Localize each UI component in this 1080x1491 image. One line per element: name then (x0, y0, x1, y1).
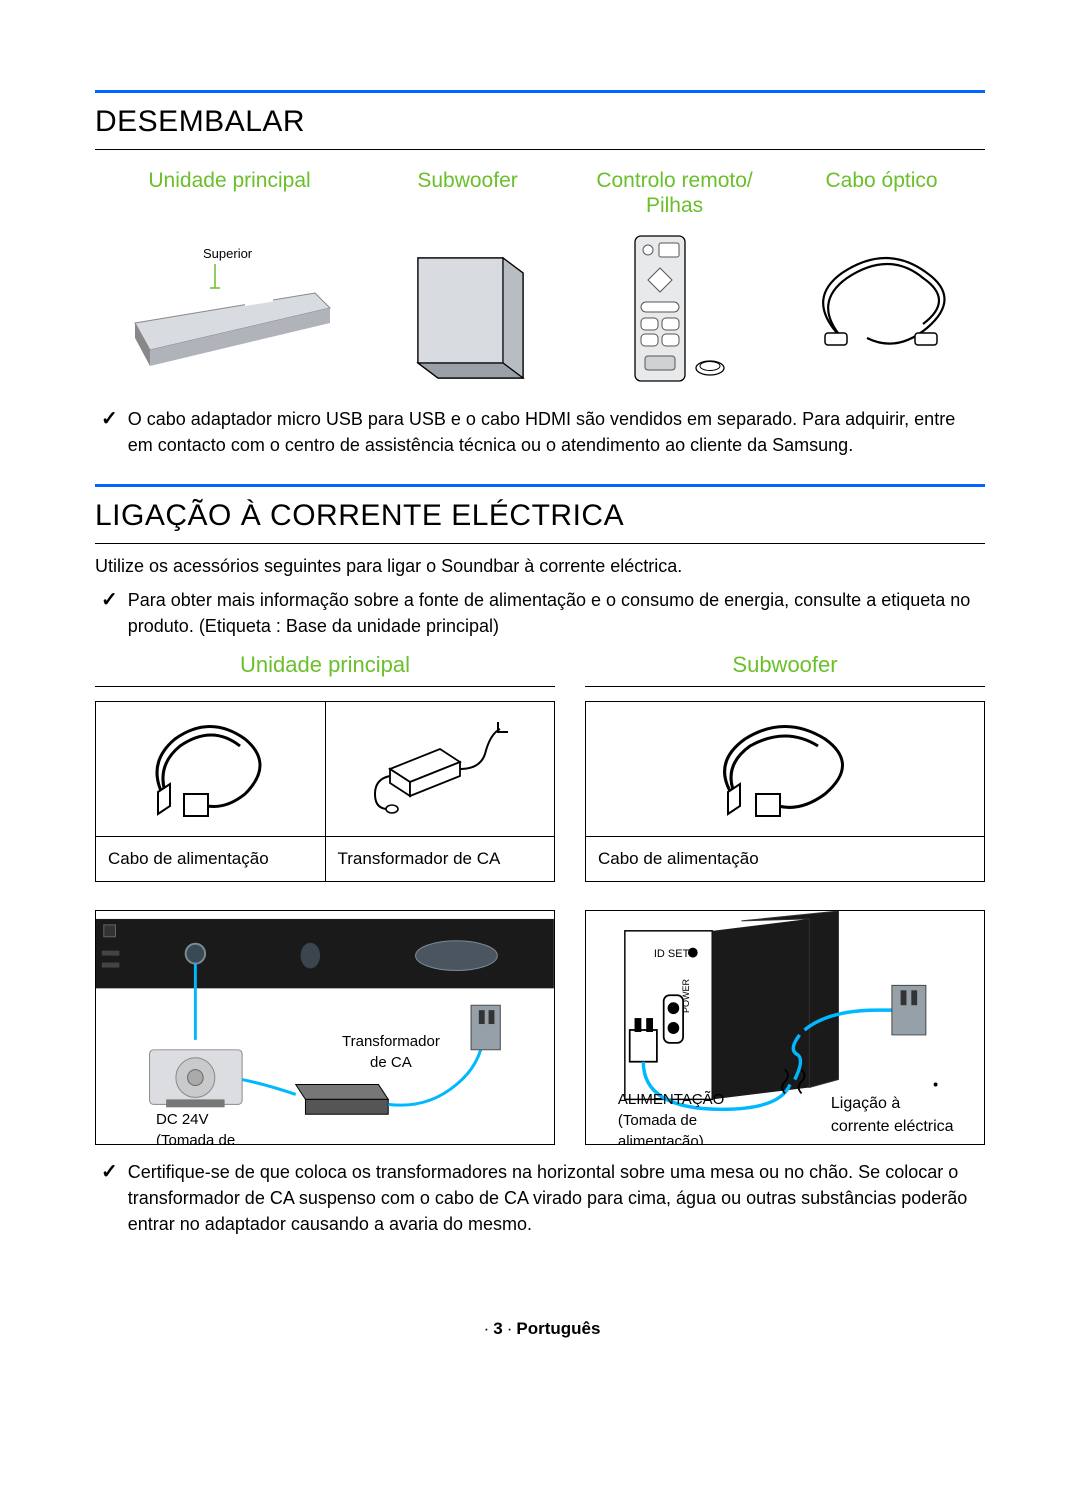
power-side-main: Unidade principal Cabo de alimentação (95, 650, 555, 883)
illus-optical (778, 228, 985, 388)
rule-power-left (95, 686, 555, 687)
diagram-main-unit: Transformador de CA DC 24V (Tomada de al… (95, 910, 555, 1145)
unpack-label-sub: Subwoofer (364, 168, 571, 220)
power-grid: Unidade principal Cabo de alimentação (95, 650, 985, 883)
note-usb-hdmi: ✓ O cabo adaptador micro USB para USB e … (95, 406, 985, 458)
check-icon: ✓ (101, 406, 118, 432)
footer-lang: Português (516, 1319, 600, 1338)
note-power-label-text: Para obter mais informação sobre a fonte… (128, 587, 979, 639)
power-intro: Utilize os acessórios seguintes para lig… (95, 554, 985, 579)
power-box-main: Cabo de alimentação Transformador de CA (95, 701, 555, 882)
rule-top-1 (95, 90, 985, 93)
caption-cable-main: Cabo de alimentação (96, 837, 325, 881)
label-power-vert: POWER (680, 979, 693, 1013)
unpack-col-main-unit: Unidade principal Superior (95, 168, 364, 388)
label-idset: ID SET (654, 947, 689, 962)
label-mains: Ligação à corrente eléctrica (831, 1093, 954, 1138)
label-transformer: Transformador de CA (342, 1031, 440, 1073)
power-title-main: Unidade principal (95, 650, 555, 681)
illus-power-cable-1 (96, 702, 325, 837)
page-footer: ·3·Português (95, 1317, 985, 1341)
caption-cable-sub: Cabo de alimentação (586, 837, 984, 881)
caption-transformer: Transformador de CA (326, 837, 555, 881)
label-power-jack: ALIMENTAÇÃO (Tomada de alimentação) (618, 1089, 724, 1145)
rule-top-2 (95, 484, 985, 487)
power-cell-cable-main: Cabo de alimentação (96, 702, 325, 881)
section-title-power: LIGAÇÃO À CORRENTE ELÉCTRICA (95, 495, 985, 537)
check-icon: ✓ (101, 587, 118, 613)
illus-subwoofer (364, 228, 571, 388)
unpack-label-optical: Cabo óptico (778, 168, 985, 220)
unpack-col-remote: Controlo remoto/ Pilhas (571, 168, 778, 388)
rule-under-1 (95, 149, 985, 150)
illus-power-cable-2 (586, 702, 984, 837)
rule-power-right (585, 686, 985, 687)
rule-under-2 (95, 543, 985, 544)
footer-page: 3 (493, 1319, 502, 1338)
label-superior: Superior (203, 246, 253, 261)
illus-soundbar: Superior (95, 228, 364, 388)
power-cell-cable-sub: Cabo de alimentação (586, 702, 984, 881)
illus-remote (571, 228, 778, 388)
power-side-sub: Subwoofer Cabo de alimentação (585, 650, 985, 883)
diagram-subwoofer: ID SET POWER ALIMENTAÇÃO (Tomada de alim… (585, 910, 985, 1145)
note-usb-hdmi-text: O cabo adaptador micro USB para USB e o … (128, 406, 979, 458)
note-transformer-text: Certifique-se de que coloca os transform… (128, 1159, 979, 1237)
section-title-unpack: DESEMBALAR (95, 101, 985, 143)
unpack-col-subwoofer: Subwoofer (364, 168, 571, 388)
power-cell-transformer: Transformador de CA (325, 702, 555, 881)
note-transformer-placement: ✓ Certifique-se de que coloca os transfo… (95, 1159, 985, 1237)
power-title-sub: Subwoofer (585, 650, 985, 681)
unpack-col-optical: Cabo óptico (778, 168, 985, 388)
check-icon: ✓ (101, 1159, 118, 1185)
unpack-label-main: Unidade principal (95, 168, 364, 220)
label-dc24v: DC 24V (Tomada de alimentação) (156, 1109, 242, 1145)
note-power-label: ✓ Para obter mais informação sobre a fon… (95, 587, 985, 639)
power-box-sub: Cabo de alimentação (585, 701, 985, 882)
unpack-label-remote: Controlo remoto/ Pilhas (571, 168, 778, 220)
unpack-row: Unidade principal Superior Subwoofer (95, 168, 985, 388)
diagram-row: Transformador de CA DC 24V (Tomada de al… (95, 910, 985, 1145)
illus-transformer (326, 702, 555, 837)
